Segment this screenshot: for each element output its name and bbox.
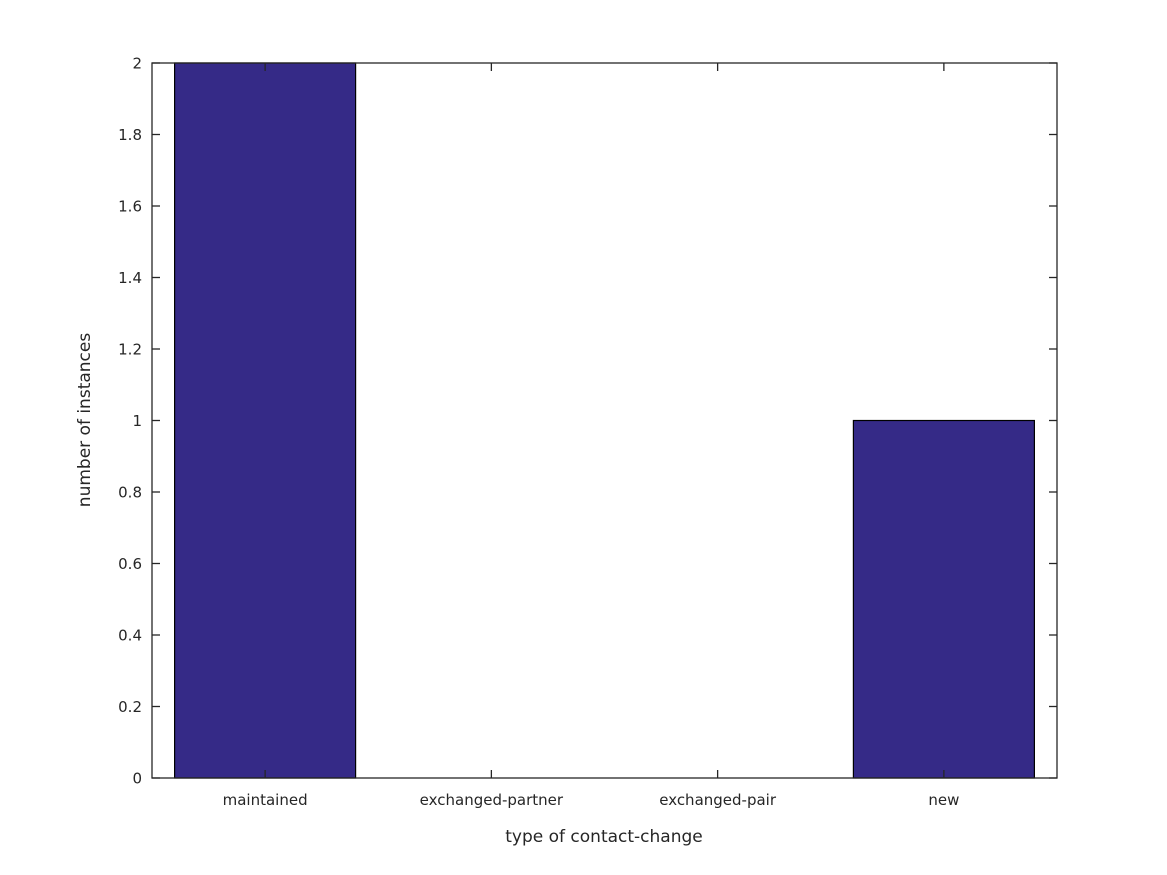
x-axis-title: type of contact-change xyxy=(505,827,702,847)
y-tick-label: 0.4 xyxy=(118,627,142,645)
y-tick-label: 0 xyxy=(132,770,142,788)
x-tick-label: new xyxy=(928,791,959,809)
y-tick-label: 1.6 xyxy=(118,198,142,216)
y-tick-label: 0.8 xyxy=(118,484,142,502)
y-tick-label: 1.2 xyxy=(118,341,142,359)
y-tick-label: 0.2 xyxy=(118,698,142,716)
y-tick-label: 2 xyxy=(132,55,142,73)
bar-maintained xyxy=(174,62,357,779)
plot-area: 0 0.2 0.4 0.6 0.8 1 1.2 1.4 1.6 1.8 2 maintained exc… xyxy=(118,55,1058,809)
x-tick-label: exchanged-pair xyxy=(659,791,777,809)
y-tick-label: 0.6 xyxy=(118,555,142,573)
y-tick-label: 1.4 xyxy=(118,269,142,287)
x-tick-label: maintained xyxy=(223,791,308,809)
x-tick-label: exchanged-partner xyxy=(420,791,564,809)
y-tick-label: 1.8 xyxy=(118,126,142,144)
bar-new xyxy=(852,419,1036,779)
y-axis-title: number of instances xyxy=(75,333,95,508)
y-tick-label: 1 xyxy=(132,412,142,430)
